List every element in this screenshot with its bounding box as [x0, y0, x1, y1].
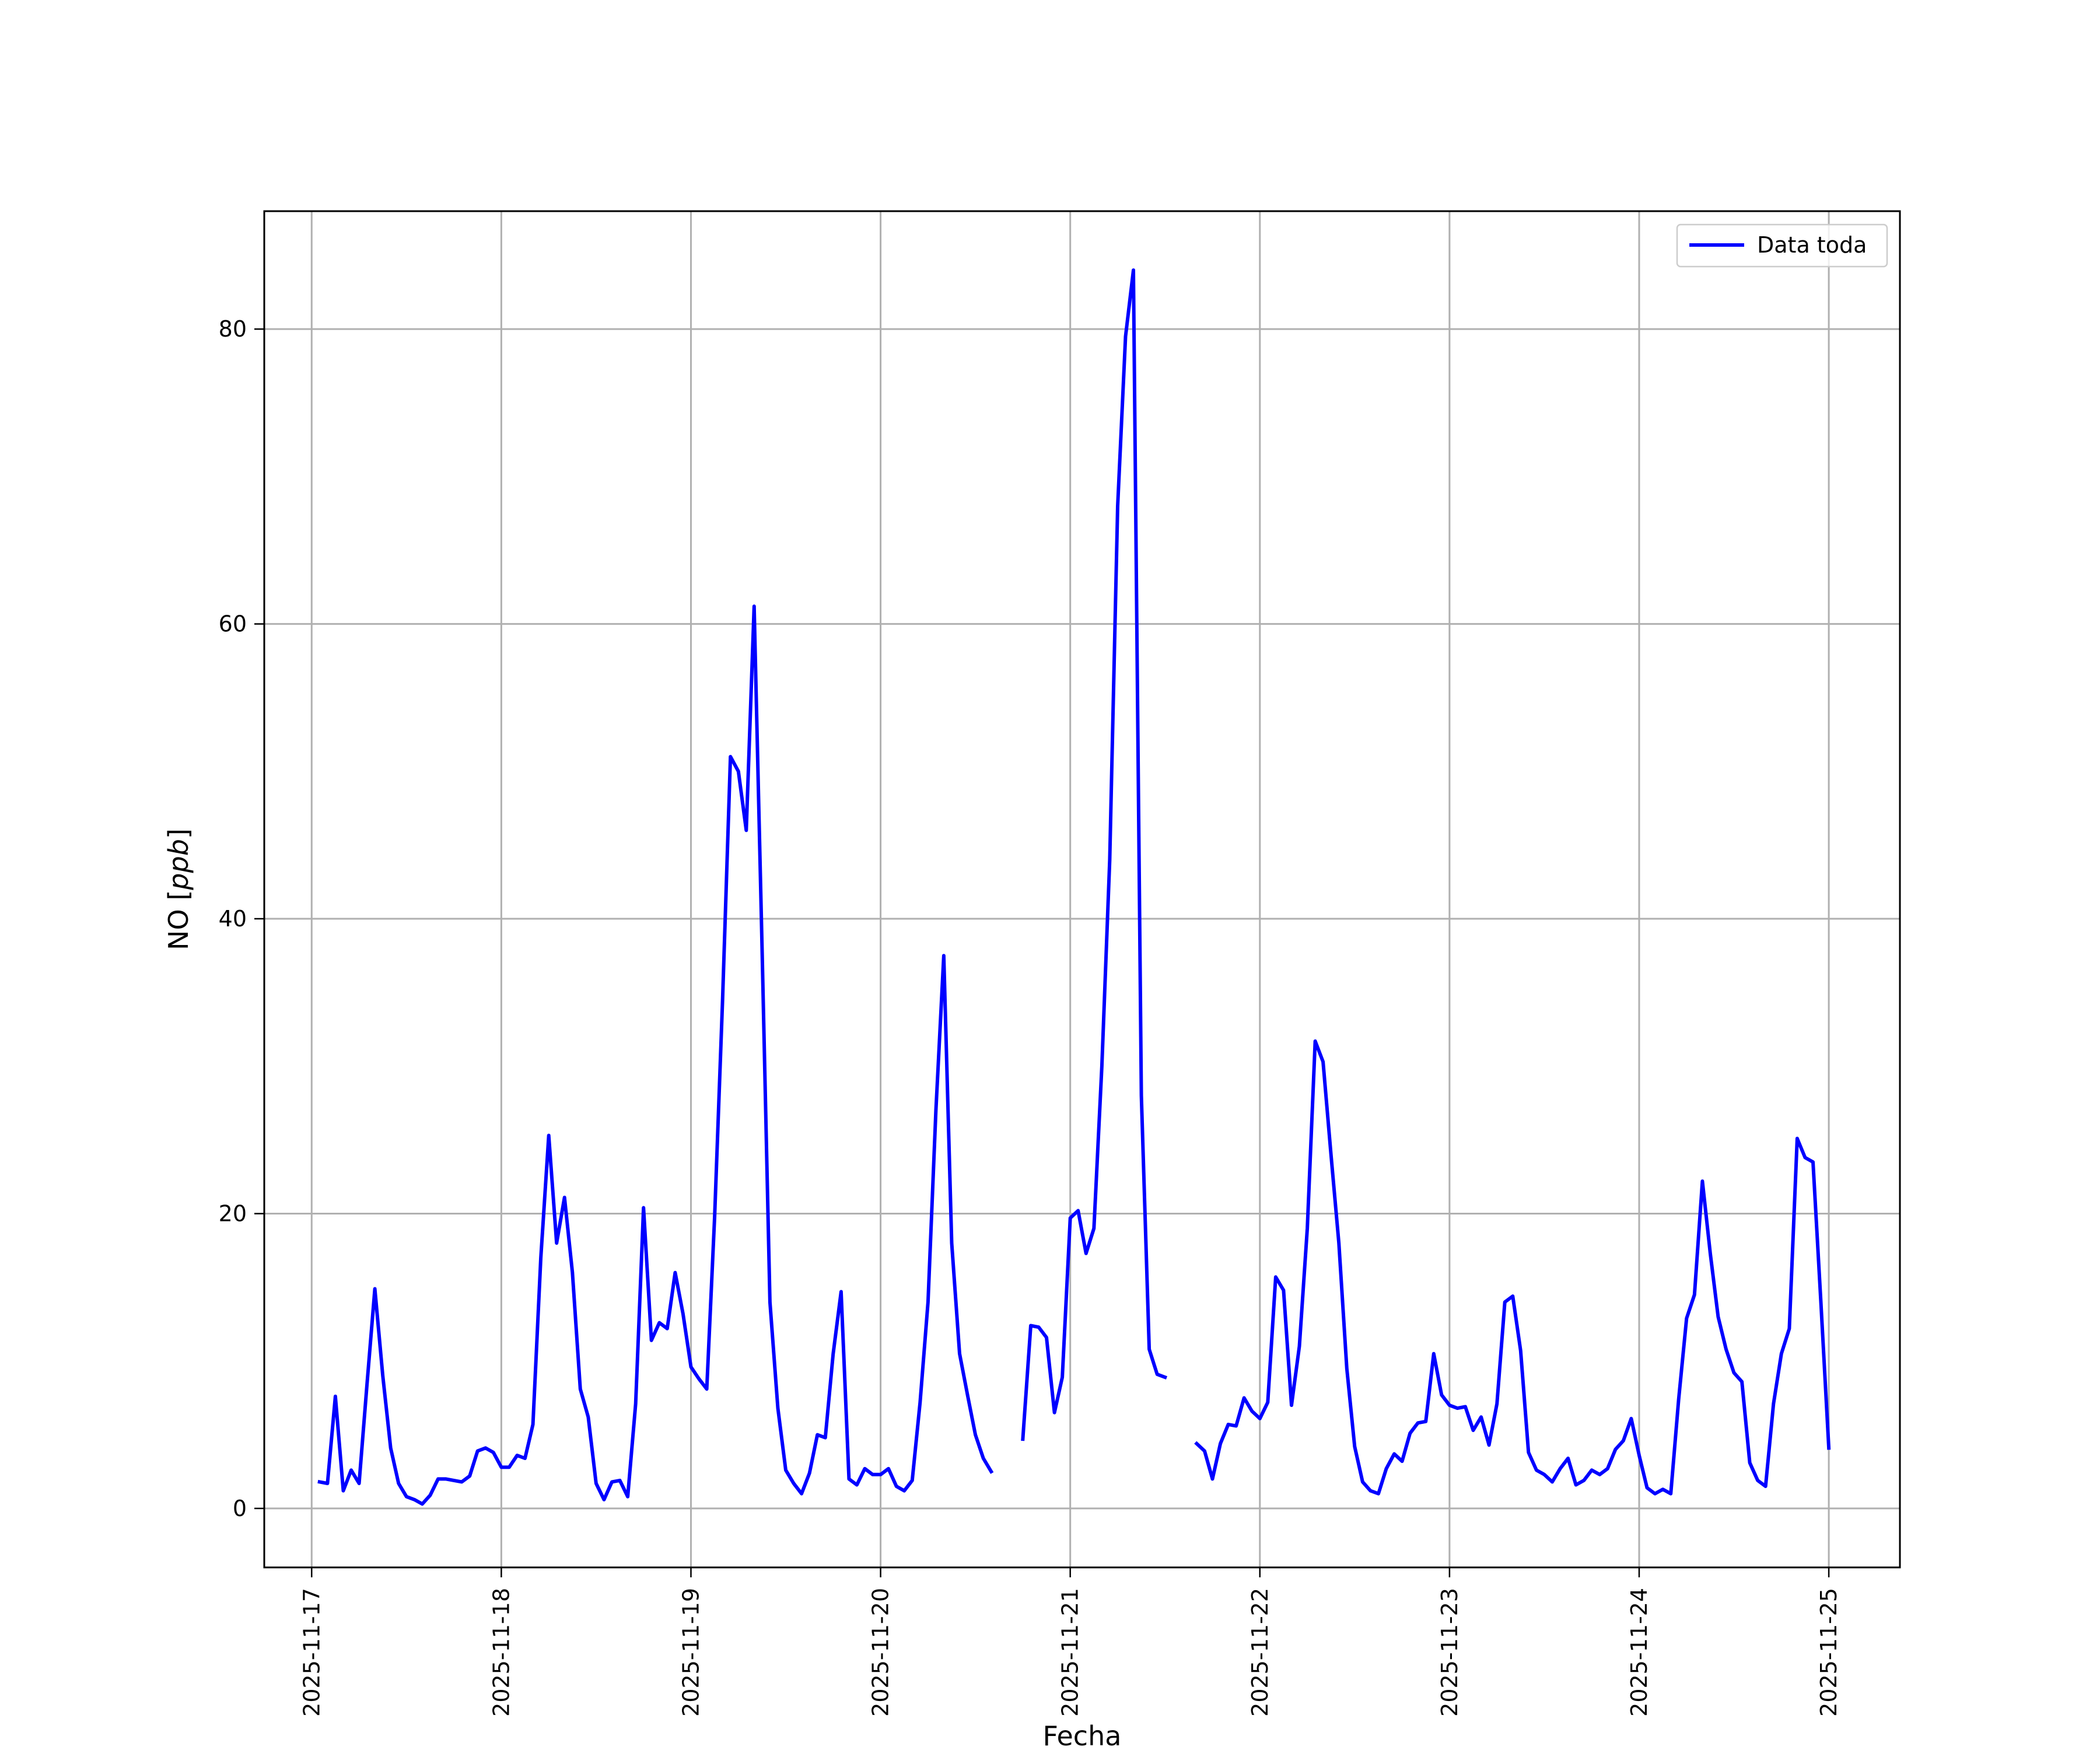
x-axis-title: Fecha	[1043, 1720, 1122, 1750]
legend-box	[1676, 223, 1888, 268]
x-tick-label: 2025-11-18	[488, 1588, 514, 1717]
x-axis-ticks: 2025-11-17 2025-11-18 2025-11-19 2025-11-20…	[299, 1567, 1842, 1717]
series-line-data-toda	[317, 604, 994, 1506]
series-line-data-toda	[1021, 268, 1168, 1441]
x-tick-label: 2025-11-25	[1816, 1588, 1842, 1717]
x-tick-label: 2025-11-24	[1626, 1588, 1652, 1717]
x-tick-label: 2025-11-21	[1058, 1588, 1083, 1717]
legend-label-data-toda: Data toda	[1757, 232, 1867, 258]
y-axis-title: NO [ppb]	[163, 828, 194, 950]
y-axis-ticks: 0 20 40 60 80	[219, 316, 264, 1521]
y-tick-label: 60	[219, 611, 247, 637]
y-tick-label: 80	[219, 316, 247, 342]
y-axis-title-close: ]	[163, 828, 194, 839]
x-tick-label: 2025-11-17	[299, 1588, 324, 1717]
x-tick-label: 2025-11-19	[678, 1588, 704, 1717]
y-axis-title-main: NO [	[163, 890, 194, 950]
grid	[264, 211, 1900, 1567]
x-tick-label: 2025-11-22	[1247, 1588, 1273, 1717]
series-line-data-toda	[1194, 1039, 1831, 1496]
plot-frame	[263, 210, 1901, 1569]
y-tick-label: 40	[219, 906, 247, 932]
y-tick-label: 20	[219, 1200, 247, 1226]
legend: Data toda	[1676, 223, 1888, 268]
y-axis-title-unit: ppb	[163, 839, 194, 891]
y-tick-label: 0	[233, 1496, 247, 1521]
series-layer	[317, 268, 1831, 1506]
x-tick-label: 2025-11-20	[868, 1588, 894, 1717]
x-tick-label: 2025-11-23	[1437, 1588, 1462, 1717]
